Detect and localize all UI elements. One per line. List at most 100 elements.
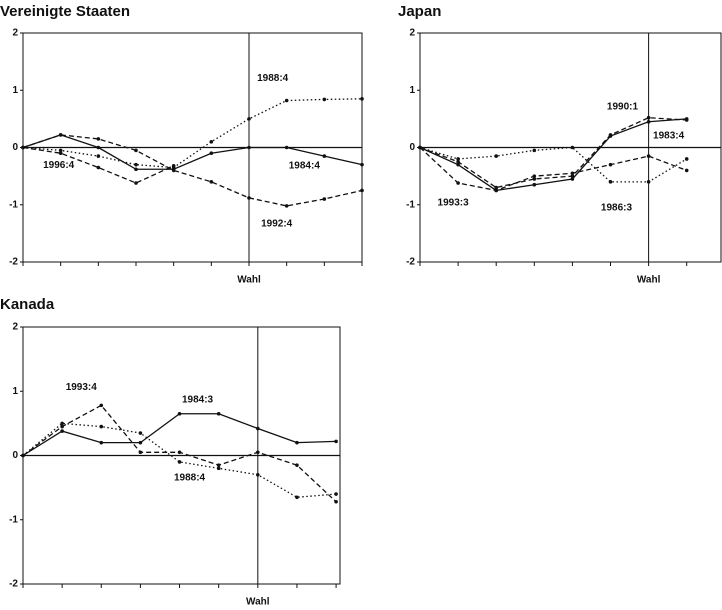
point: [418, 145, 422, 150]
series-line: [22, 134, 363, 207]
series-line: [22, 146, 174, 184]
point: [134, 162, 138, 167]
point: [360, 188, 364, 193]
point: [58, 148, 63, 153]
y-tick-label: 0: [12, 450, 18, 461]
point: [96, 137, 101, 141]
point: [570, 177, 575, 181]
point: [216, 466, 221, 471]
point: [494, 185, 499, 190]
y-tick-label: -2: [9, 257, 18, 268]
point: [134, 181, 138, 185]
series-label: 1986:3: [601, 202, 633, 213]
point: [138, 431, 143, 435]
point: [494, 188, 499, 193]
point: [177, 411, 182, 416]
point: [532, 182, 537, 187]
point: [284, 145, 289, 150]
point: [360, 97, 364, 101]
point: [99, 403, 104, 408]
point: [247, 145, 251, 150]
point: [134, 167, 138, 172]
point: [209, 180, 214, 184]
point: [216, 411, 221, 416]
series-line: [419, 146, 688, 183]
series-line: [419, 147, 687, 192]
y-tick-label: -2: [406, 257, 415, 268]
point: [247, 196, 251, 200]
point: [646, 180, 651, 184]
point: [322, 97, 327, 102]
series-label: 1984:3: [182, 394, 214, 405]
point: [256, 426, 260, 431]
series-line: [22, 134, 363, 170]
point: [532, 177, 537, 181]
point: [256, 472, 260, 477]
point: [295, 440, 299, 445]
point: [247, 117, 251, 121]
series-label: 1993:4: [66, 382, 98, 393]
point: [570, 174, 575, 178]
point: [134, 148, 138, 153]
point: [608, 162, 613, 167]
y-tick-label: 0: [12, 142, 18, 153]
y-tick-label: 1: [409, 85, 415, 96]
point: [256, 450, 260, 455]
point: [608, 133, 613, 137]
y-tick-label: 2: [12, 322, 18, 333]
point: [322, 154, 327, 158]
point: [456, 157, 460, 161]
series-label: 1992:4: [261, 219, 293, 230]
point: [216, 463, 221, 467]
point: [138, 450, 143, 455]
point: [99, 424, 104, 429]
point: [684, 168, 689, 173]
point: [60, 421, 64, 426]
series-label: 1984:4: [289, 161, 321, 172]
panel-title: Japan: [398, 3, 441, 20]
series-label: 1993:3: [438, 198, 470, 209]
y-tick-label: -1: [9, 514, 18, 525]
point: [177, 450, 182, 455]
series-label: 1988:4: [257, 73, 289, 84]
point: [58, 133, 63, 137]
y-tick-label: -2: [9, 579, 18, 590]
point: [456, 160, 460, 164]
panel-title: Kanada: [0, 296, 55, 313]
point: [209, 151, 214, 156]
point: [646, 115, 651, 120]
series-line: [22, 413, 337, 457]
series-line: [419, 117, 687, 189]
event-label: Wahl: [637, 275, 661, 286]
panel-title: Vereinigte Staaten: [0, 3, 130, 20]
point: [360, 162, 364, 167]
y-tick-label: 0: [409, 142, 415, 153]
event-label: Wahl: [246, 597, 270, 608]
point: [96, 154, 101, 158]
y-tick-label: -1: [9, 199, 18, 210]
point: [456, 162, 460, 167]
series-line: [419, 118, 687, 192]
point: [96, 145, 101, 150]
series-label: 1988:4: [174, 473, 206, 484]
point: [494, 154, 499, 158]
point: [295, 463, 299, 467]
y-tick-label: -1: [406, 199, 415, 210]
point: [532, 148, 537, 153]
event-label: Wahl: [237, 275, 261, 286]
point: [322, 197, 327, 201]
point: [171, 168, 176, 173]
point: [334, 439, 338, 444]
point: [684, 118, 689, 122]
point: [209, 139, 214, 144]
point: [284, 204, 289, 208]
point: [608, 180, 613, 184]
series-label: 1983:4: [653, 130, 685, 141]
y-tick-label: 2: [12, 28, 18, 39]
point: [21, 453, 25, 458]
series-label: 1996:4: [43, 160, 75, 171]
series-label: 1990:1: [607, 102, 639, 113]
point: [171, 164, 176, 168]
point: [334, 499, 338, 504]
